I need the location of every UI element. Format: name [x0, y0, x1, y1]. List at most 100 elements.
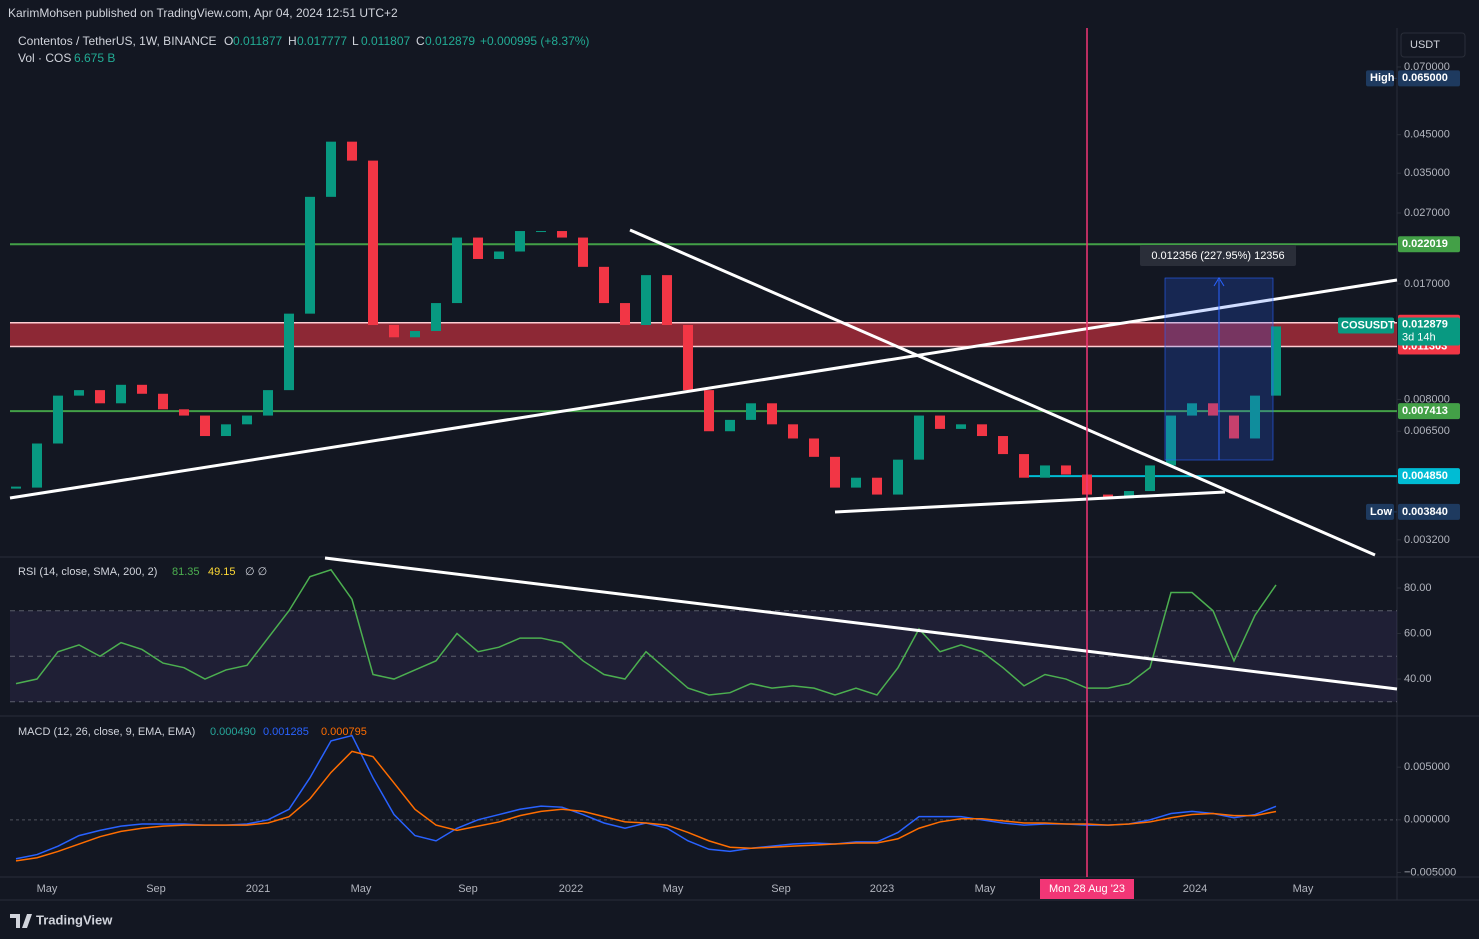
time-label: 2024 [1183, 883, 1207, 895]
candle [410, 331, 420, 338]
low-name: Low [1370, 506, 1392, 518]
logo-icon [10, 914, 32, 928]
tick-label: 0.005000 [1404, 761, 1450, 773]
level-label: 0.022019 [1402, 238, 1448, 250]
candle [200, 415, 210, 437]
ohlc-label: O [224, 34, 233, 48]
candle [221, 424, 231, 437]
price-tick-label: 0.017000 [1404, 278, 1450, 290]
candle [872, 477, 882, 495]
time-label: 2021 [246, 883, 270, 895]
candle [1166, 415, 1176, 466]
macd-hist-value: 0.000490 [210, 726, 256, 738]
low-label-box [1398, 503, 1460, 520]
price-tick-label: 0.070000 [1404, 61, 1450, 73]
countdown: 3d 14h [1402, 331, 1436, 343]
indicator-line [15, 750, 1277, 862]
candle [1040, 465, 1050, 478]
candle [578, 237, 588, 267]
candle [620, 303, 630, 326]
candle [1124, 491, 1134, 499]
candle [347, 141, 357, 161]
candle [158, 393, 168, 410]
time-label: 2023 [870, 883, 894, 895]
logo-text[interactable]: TradingView [36, 912, 113, 927]
candle [767, 403, 777, 425]
time-label: Sep [458, 883, 478, 895]
candle [368, 160, 378, 326]
candle [389, 325, 399, 338]
candle [809, 438, 819, 457]
header-bar [0, 0, 1479, 28]
candle [326, 141, 336, 197]
time-label: Mon 28 Aug '23 [1049, 883, 1125, 895]
trendline [9, 278, 1398, 500]
ohlc-value: 0.017777 [297, 34, 347, 48]
time-label: 2022 [559, 883, 583, 895]
macd-legend: MACD (12, 26, close, 9, EMA, EMA) [18, 726, 195, 738]
candle [557, 231, 567, 238]
tick-label: −0.005000 [1404, 866, 1456, 878]
level-label-box [1398, 236, 1460, 253]
level-label-box [1398, 468, 1460, 485]
candle [305, 196, 315, 314]
last-price: 0.012879 [1402, 318, 1448, 330]
candle [998, 436, 1008, 455]
rsi-value: 81.35 [172, 566, 200, 578]
symbol-label: COSUSDT [1341, 319, 1395, 331]
candle [641, 275, 651, 326]
candle [1229, 415, 1239, 439]
ohlc-label: C [416, 34, 425, 48]
indicator-line [15, 568, 1277, 696]
trendline [834, 490, 1226, 514]
candle [893, 459, 903, 495]
level-label: 0.004850 [1402, 470, 1448, 482]
price-tick-label: 0.003200 [1404, 534, 1450, 546]
ohlc-value: 0.012879 [425, 34, 475, 48]
candle [284, 313, 294, 391]
candle [725, 419, 735, 432]
rsi-trendline [324, 556, 1398, 691]
tick-label: 0.000000 [1404, 814, 1450, 826]
high-name-box [1366, 70, 1394, 87]
volume-value: 6.675 B [74, 51, 115, 65]
currency-button[interactable] [1400, 32, 1466, 58]
candle [1271, 326, 1281, 396]
ohlc-label: L [352, 34, 359, 48]
candle [536, 231, 546, 233]
rsi-nulls: ∅ ∅ [245, 566, 267, 578]
price-tick-label: 0.008000 [1404, 393, 1450, 405]
candle [746, 403, 756, 420]
time-label: May [975, 883, 996, 895]
trendline [629, 228, 1376, 557]
supply-zone [10, 322, 1397, 347]
candle [32, 443, 42, 488]
tick-label: 40.00 [1404, 673, 1432, 685]
measure-label-box [1140, 245, 1296, 266]
rsi-legend: RSI (14, close, SMA, 200, 2) [18, 566, 157, 578]
time-label: Sep [771, 883, 791, 895]
candle [914, 415, 924, 460]
signal-value: 0.000795 [321, 726, 367, 738]
candle [1187, 403, 1197, 416]
candle [11, 486, 21, 489]
last-price-box [1398, 317, 1460, 346]
candle [935, 415, 945, 429]
candle [179, 409, 189, 416]
change: +0.000995 (+8.37%) [480, 34, 589, 48]
volume-title: Vol · COS [18, 51, 71, 65]
candle [431, 303, 441, 332]
currency[interactable]: USDT [1410, 39, 1440, 51]
candle [1061, 465, 1071, 475]
measure-label: 0.012356 (227.95%) 12356 [1151, 250, 1284, 262]
candle [1019, 454, 1029, 478]
candle [851, 477, 861, 488]
candle [116, 384, 126, 404]
price-tick-label: 0.035000 [1404, 167, 1450, 179]
price-tick-label: 0.045000 [1404, 129, 1450, 141]
candle [704, 390, 714, 432]
symbol: Contentos / TetherUS, 1W, BINANCE [18, 34, 217, 48]
level-label-box [1398, 403, 1460, 420]
